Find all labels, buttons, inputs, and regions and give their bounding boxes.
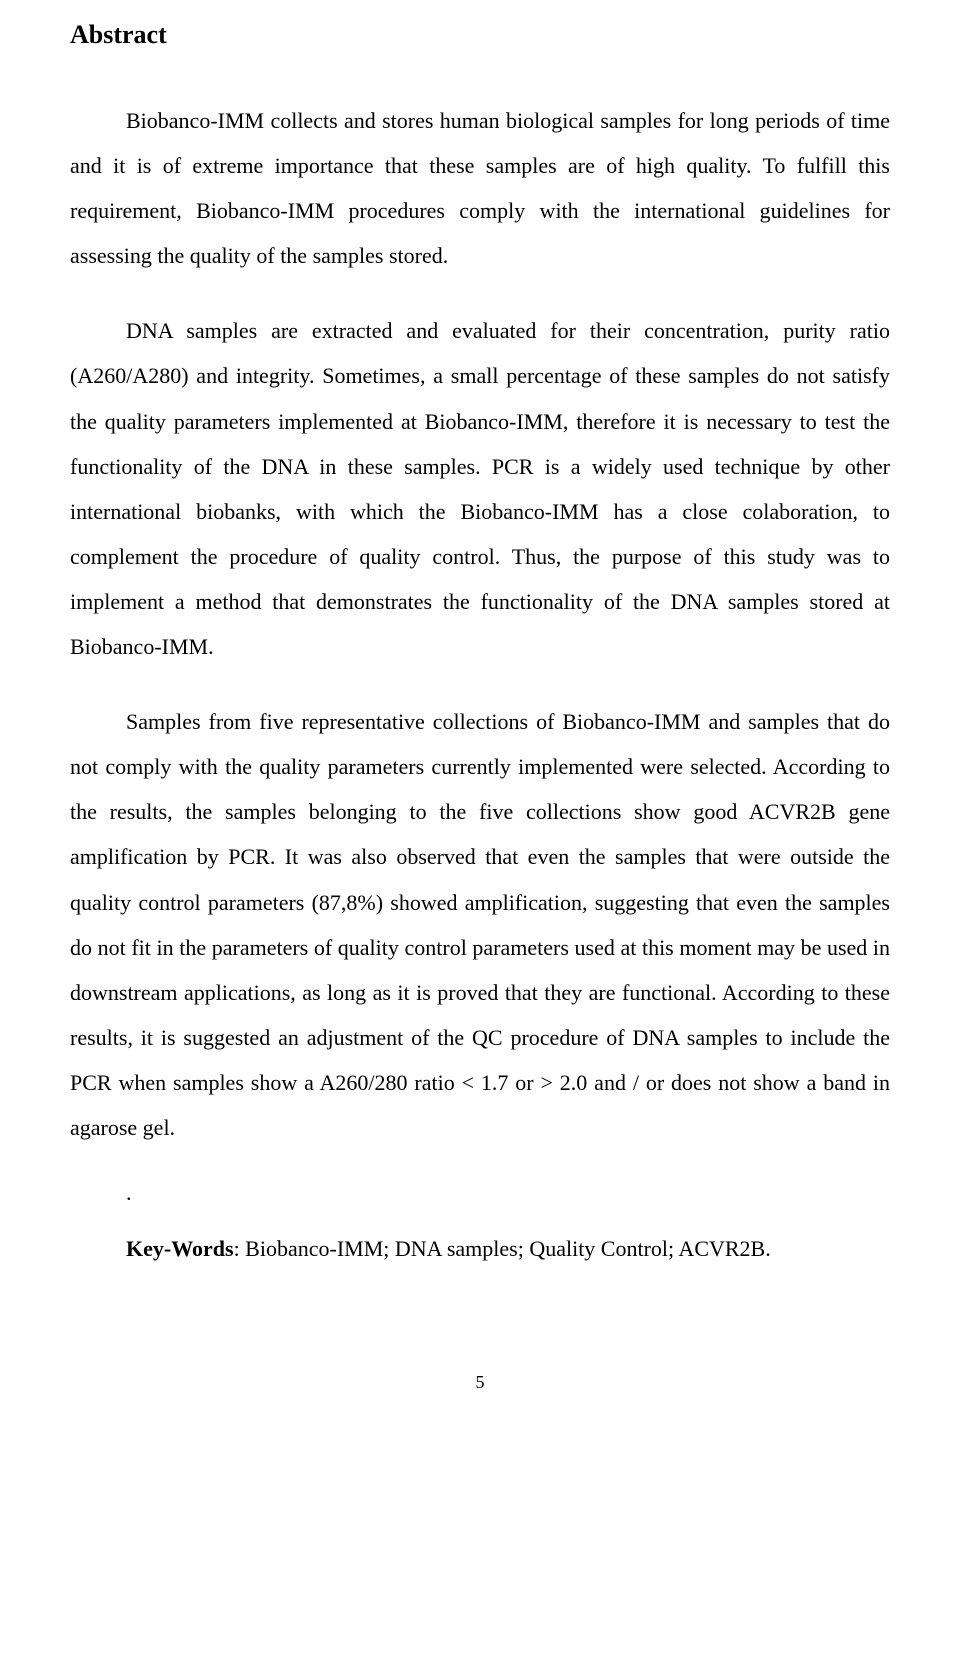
keywords-line: Key-Words: Biobanco-IMM; DNA samples; Qu… [70,1236,890,1262]
abstract-paragraph-1: Biobanco-IMM collects and stores human b… [70,98,890,278]
abstract-paragraph-2: DNA samples are extracted and evaluated … [70,308,890,669]
keywords-label: Key-Words [126,1236,234,1261]
abstract-title: Abstract [70,20,890,50]
keywords-text: : Biobanco-IMM; DNA samples; Quality Con… [234,1236,771,1261]
page-number: 5 [70,1372,890,1393]
stray-dot: . [70,1180,890,1206]
abstract-paragraph-3: Samples from five representative collect… [70,699,890,1150]
